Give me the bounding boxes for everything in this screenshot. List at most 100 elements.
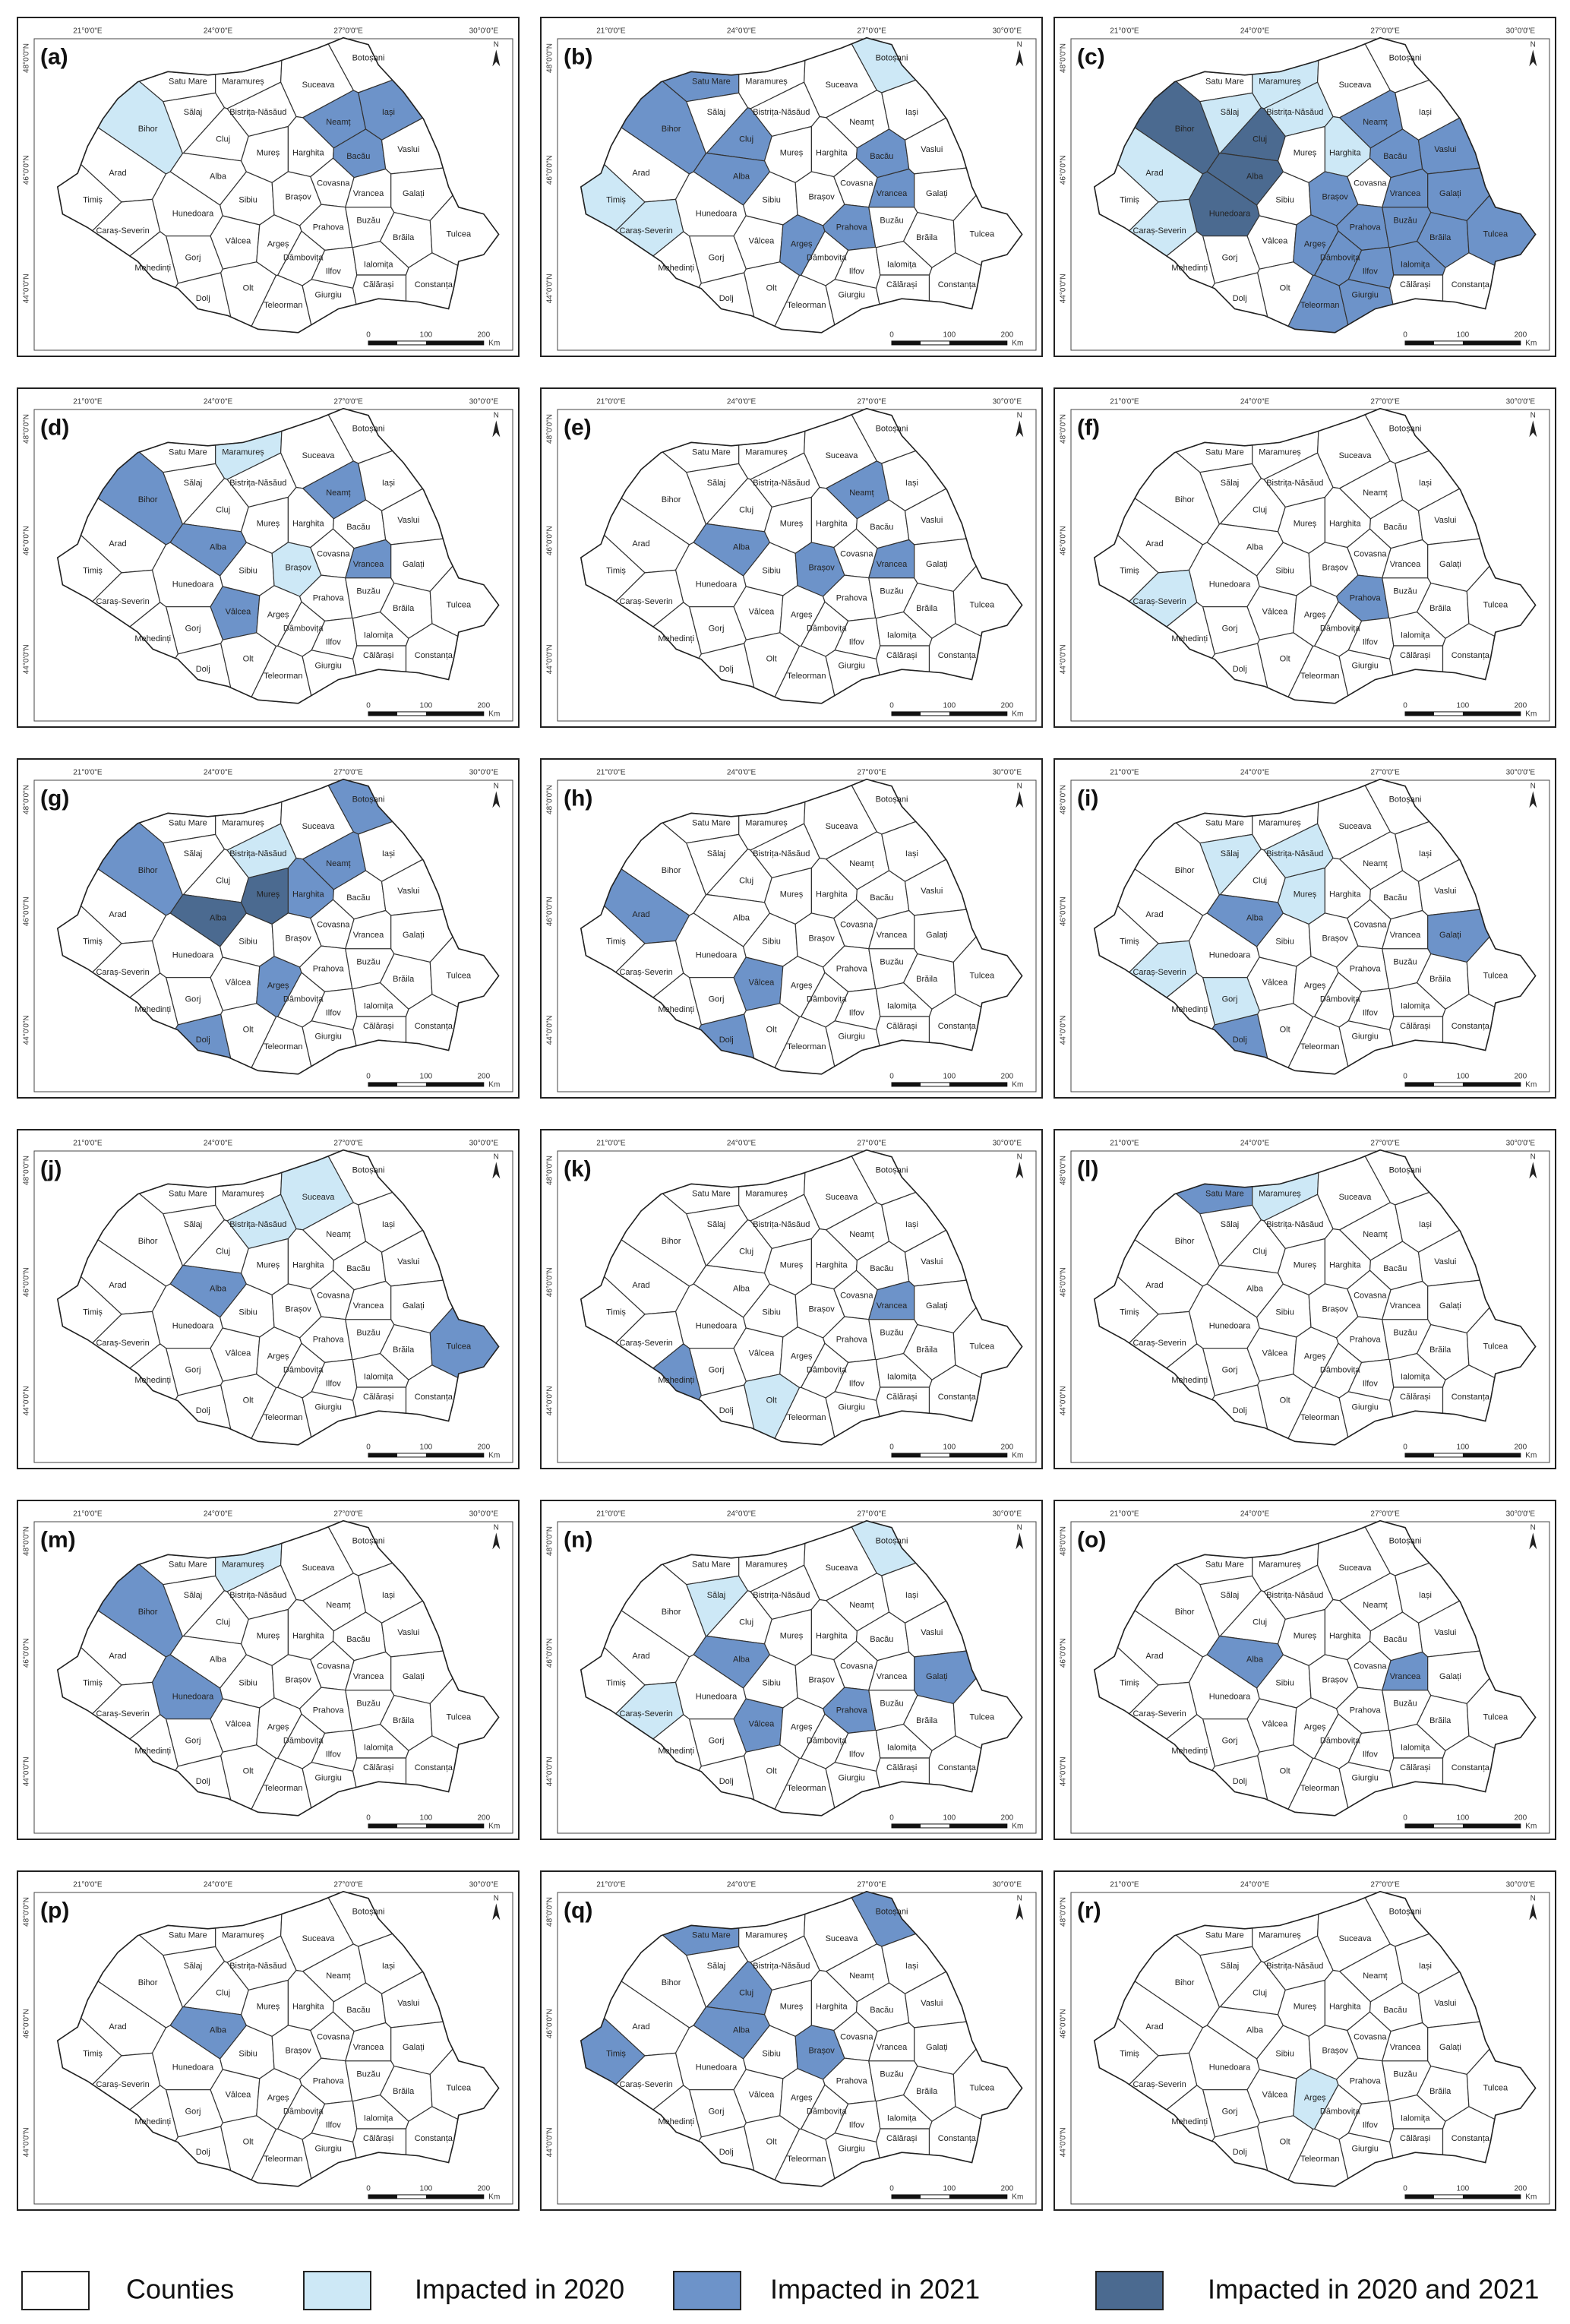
county-label: Dâmbovița xyxy=(283,2107,324,2117)
scale-bar-segment xyxy=(949,1082,1007,1086)
county-label: Brăila xyxy=(1429,975,1452,984)
county-label: Ialomița xyxy=(1401,631,1430,640)
county-label: Botoșani xyxy=(1389,1907,1422,1916)
county-label: Dolj xyxy=(196,294,210,303)
county-label: Timiș xyxy=(606,567,626,576)
county-label: Botoșani xyxy=(876,1536,908,1545)
legend-swatch xyxy=(1095,2271,1164,2310)
county-label: Constanța xyxy=(1452,2134,1490,2143)
county-label: Ilfov xyxy=(1363,1750,1379,1759)
county-label: Timiș xyxy=(606,938,626,947)
longitude-label: 24°0'0"E xyxy=(1240,769,1270,777)
county-label: Prahova xyxy=(836,223,868,232)
county-label: Ilfov xyxy=(1363,637,1379,647)
county-label: Dolj xyxy=(1233,1406,1247,1415)
latitude-label: 48°0'0"N xyxy=(546,1526,554,1556)
county-label: Ialomița xyxy=(364,260,393,269)
scale-bar-segment xyxy=(949,1453,1007,1457)
county-label: Ilfov xyxy=(1363,1008,1379,1017)
county-label: Călărași xyxy=(363,2134,393,2143)
scale-bar-segment xyxy=(368,1082,397,1086)
county-label: Vaslui xyxy=(1434,516,1456,525)
county-label: Iași xyxy=(382,1962,395,1971)
scale-label: 200 xyxy=(477,702,490,710)
county-label: Teleorman xyxy=(787,672,826,681)
county-label: Teleorman xyxy=(1300,1413,1339,1422)
scale-bar-segment xyxy=(1462,1453,1521,1457)
county-label: Giurgiu xyxy=(1351,1403,1378,1412)
county-label: Dolj xyxy=(719,665,734,674)
scale-label: 0 xyxy=(366,1443,371,1452)
scale-bar-segment xyxy=(425,711,484,716)
county-label: Buzău xyxy=(1393,958,1417,967)
county-label: Vrancea xyxy=(877,1301,908,1311)
country-outline xyxy=(580,778,1023,1075)
latitude-label: 46°0'0"N xyxy=(23,1267,31,1297)
county-label: Brăila xyxy=(916,975,938,984)
county-label: Ialomița xyxy=(887,2114,917,2123)
county-label: Bihor xyxy=(662,866,681,875)
latitude-label: 44°0'0"N xyxy=(1060,1015,1068,1045)
county-label: Vrancea xyxy=(877,189,908,198)
county-label: Olt xyxy=(1280,284,1290,293)
scale-label: 200 xyxy=(477,1814,490,1823)
county-label: Suceava xyxy=(302,1934,336,1943)
longitude-label: 30°0'0"E xyxy=(469,1881,499,1889)
country-outline xyxy=(580,1149,1023,1446)
county-label: Ilfov xyxy=(849,1379,865,1388)
county-label: Covasna xyxy=(317,920,350,929)
county-label: Gorj xyxy=(1222,2107,1238,2117)
north-arrow xyxy=(1016,420,1024,438)
latitude-label: 44°0'0"N xyxy=(23,1756,31,1786)
north-arrow xyxy=(1016,1532,1024,1550)
county-label: Iași xyxy=(905,108,918,117)
north-arrow xyxy=(492,1532,501,1550)
county-label: Teleorman xyxy=(1300,1042,1339,1051)
scale-bar-segment xyxy=(1405,2194,1434,2199)
scale-bar-segment xyxy=(368,711,397,716)
longitude-label: 30°0'0"E xyxy=(469,1510,499,1519)
county-label: Teleorman xyxy=(1300,2155,1339,2164)
county-label: Harghita xyxy=(1329,890,1361,899)
north-label: N xyxy=(1017,40,1022,49)
county-label: Hunedoara xyxy=(1209,2063,1251,2073)
county-label: Sălaj xyxy=(707,1220,725,1229)
county-label: Galați xyxy=(926,1672,948,1681)
scale-unit: Km xyxy=(1525,1452,1537,1460)
county-label: Mehedinți xyxy=(134,1376,171,1385)
county-label: Sibiu xyxy=(239,1679,257,1688)
county-label: Argeș xyxy=(267,240,289,249)
county-label: Suceava xyxy=(1339,822,1373,831)
county-label: Brașov xyxy=(1322,934,1348,943)
map-frame xyxy=(33,1150,513,1463)
latitude-label: 48°0'0"N xyxy=(23,1156,31,1185)
county-label: Bacău xyxy=(870,152,893,161)
longitude-label: 24°0'0"E xyxy=(1240,398,1270,406)
longitude-label: 21°0'0"E xyxy=(1110,1881,1139,1889)
county-label: Brăila xyxy=(916,1716,938,1725)
county-label: Teleorman xyxy=(787,2155,826,2164)
county-label: Mehedinți xyxy=(1171,1376,1208,1385)
county-label: Arad xyxy=(1145,539,1163,549)
county-label: Olt xyxy=(243,1026,254,1035)
county-label: Mureș xyxy=(1294,2002,1317,2011)
county-label: Mureș xyxy=(257,1260,280,1270)
county-label: Olt xyxy=(1280,1026,1290,1035)
scale-label: 100 xyxy=(420,2185,433,2193)
longitude-label: 27°0'0"E xyxy=(333,1510,363,1519)
county-label: Vâlcea xyxy=(1262,2090,1289,2099)
county-label: Timiș xyxy=(83,938,103,947)
county-label: Dolj xyxy=(719,2148,734,2157)
county-label: Arad xyxy=(632,1652,649,1661)
county-label: Călărași xyxy=(363,1763,393,1772)
county-label: Dâmbovița xyxy=(807,1737,847,1746)
county-label: Hunedoara xyxy=(172,580,214,590)
county-label: Sibiu xyxy=(239,938,257,947)
county-label: Prahova xyxy=(1350,593,1382,602)
county-label: Sălaj xyxy=(1221,479,1239,488)
county-label: Ialomița xyxy=(364,631,393,640)
county-label: Vaslui xyxy=(397,887,419,896)
county-label: Bistrița-Năsăud xyxy=(229,849,286,858)
map-frame xyxy=(557,1150,1037,1463)
latitude-label: 44°0'0"N xyxy=(23,644,31,674)
